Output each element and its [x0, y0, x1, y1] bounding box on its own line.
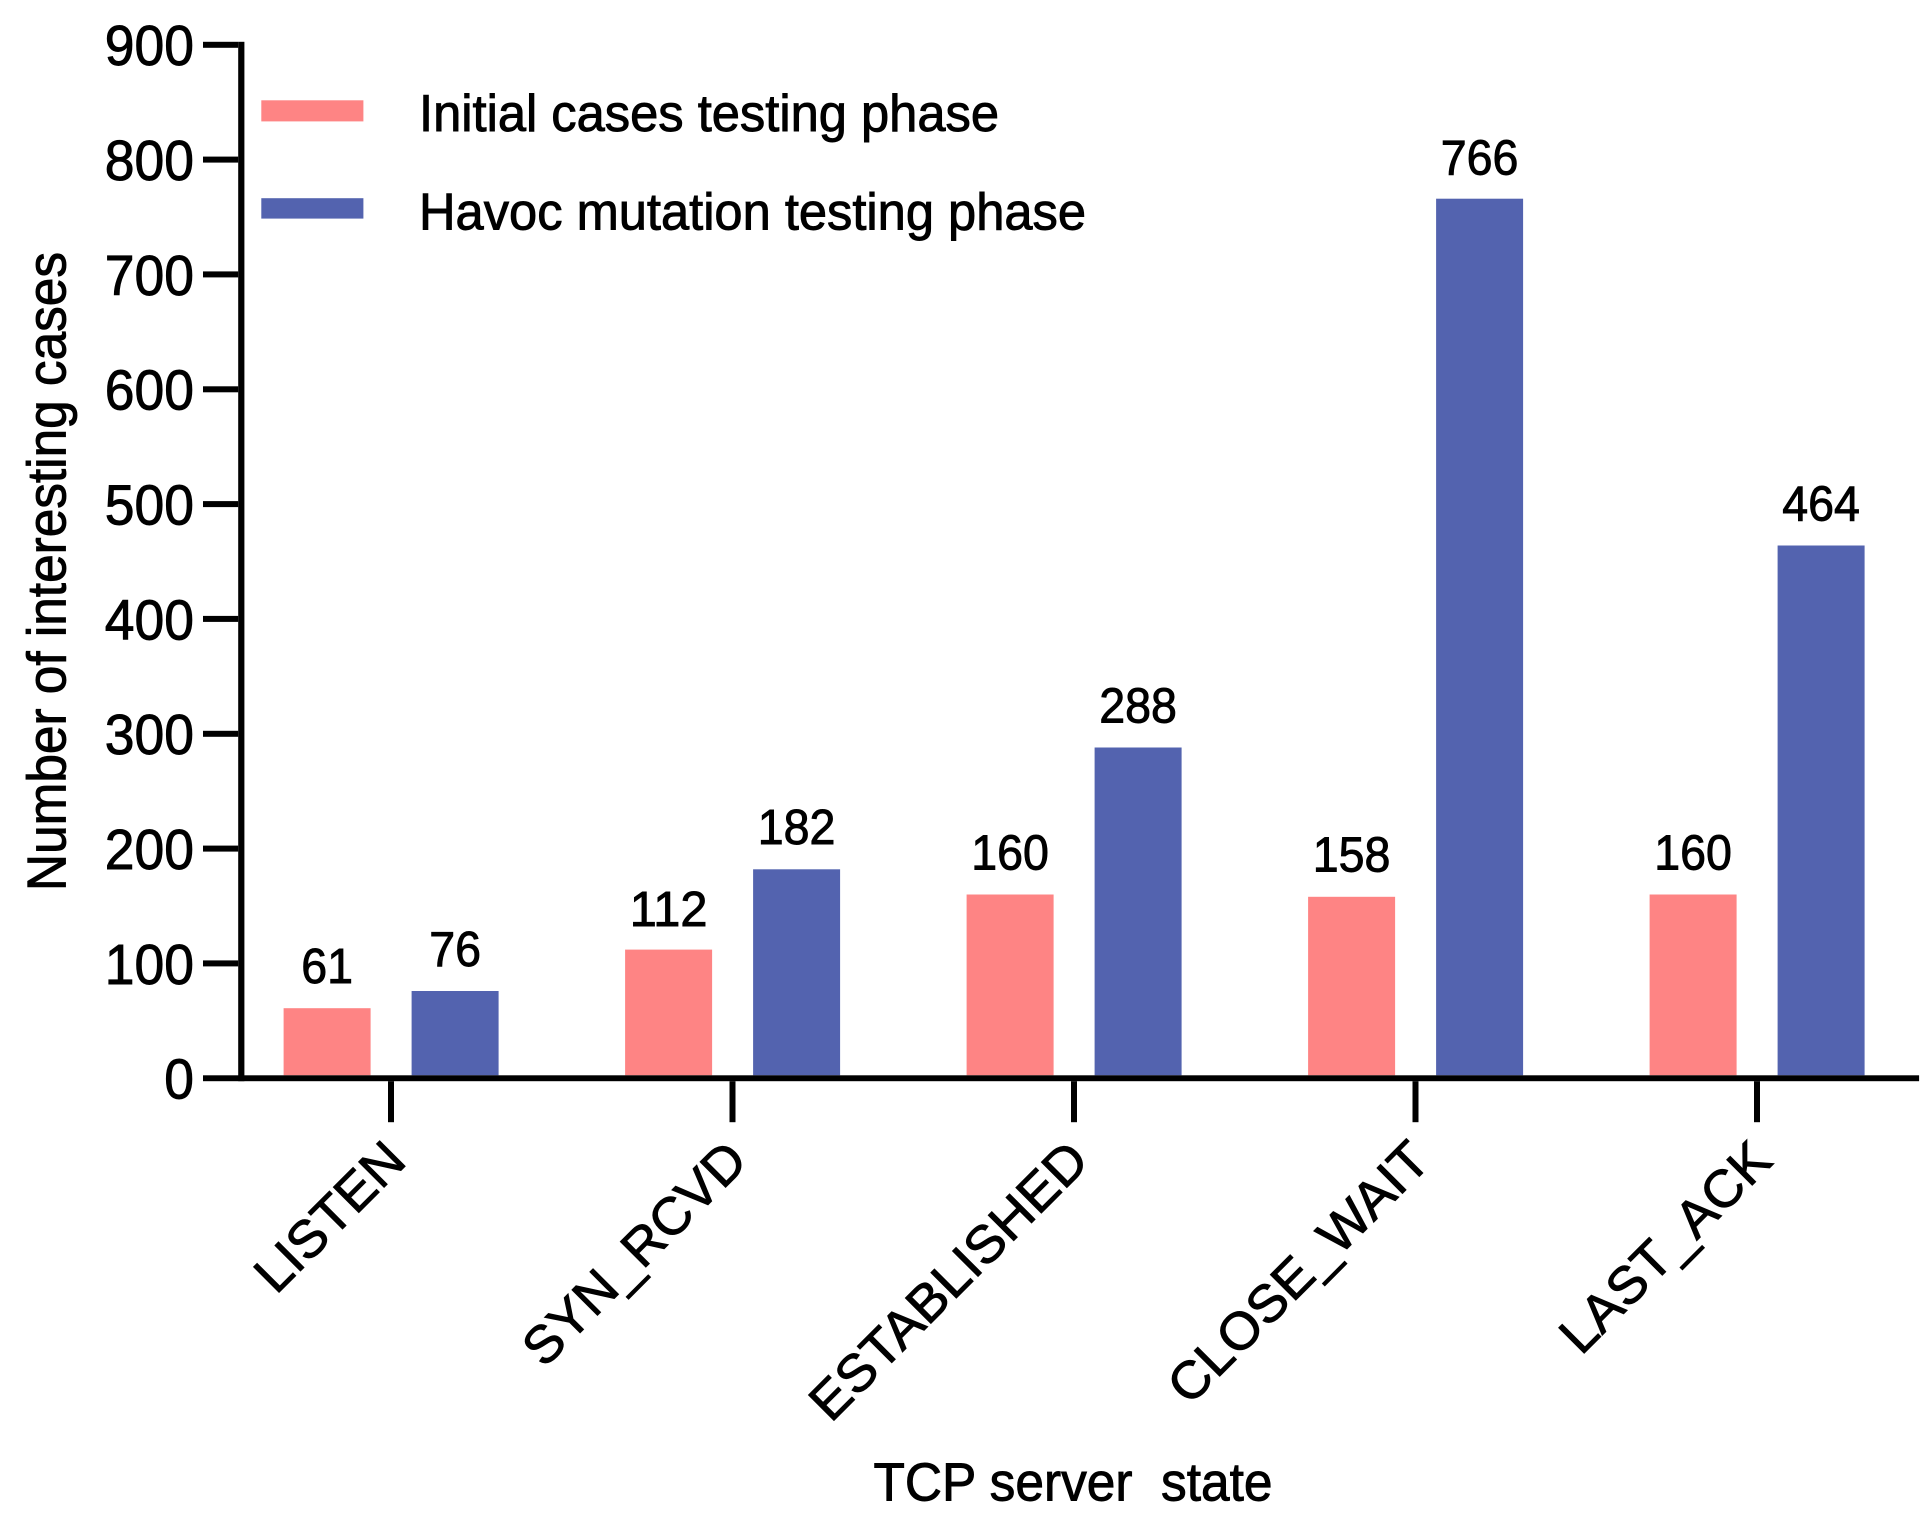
- svg-text:61: 61: [301, 939, 353, 994]
- svg-text:288: 288: [1099, 678, 1177, 733]
- svg-text:400: 400: [105, 588, 194, 652]
- svg-text:160: 160: [1654, 825, 1732, 880]
- svg-text:464: 464: [1782, 476, 1860, 531]
- svg-text:182: 182: [758, 800, 836, 855]
- svg-text:160: 160: [971, 825, 1049, 880]
- svg-text:TCP server state: TCP server state: [874, 1453, 1273, 1513]
- svg-text:Initial cases testing phase: Initial cases testing phase: [419, 85, 999, 143]
- svg-text:300: 300: [105, 703, 194, 767]
- svg-text:158: 158: [1313, 828, 1391, 883]
- svg-text:0: 0: [164, 1048, 194, 1112]
- svg-text:100: 100: [105, 933, 194, 997]
- svg-text:Number of interesting cases: Number of interesting cases: [16, 252, 78, 891]
- svg-text:800: 800: [105, 129, 194, 193]
- svg-text:700: 700: [105, 244, 194, 308]
- svg-text:Havoc mutation testing phase: Havoc mutation testing phase: [419, 183, 1086, 241]
- svg-text:76: 76: [429, 922, 481, 977]
- svg-text:500: 500: [105, 474, 194, 538]
- svg-text:900: 900: [105, 14, 194, 78]
- svg-text:600: 600: [105, 359, 194, 423]
- svg-text:766: 766: [1441, 131, 1519, 186]
- svg-text:200: 200: [105, 818, 194, 882]
- svg-text:112: 112: [630, 882, 708, 937]
